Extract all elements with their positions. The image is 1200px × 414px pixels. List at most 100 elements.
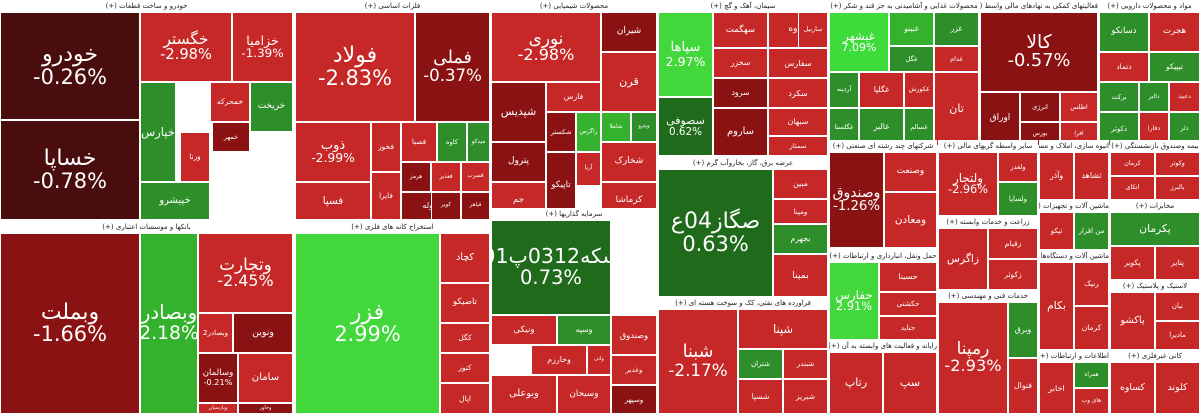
stock-tile[interactable]: پترول [491, 142, 546, 182]
stock-tile[interactable]: خپیشرو [140, 182, 210, 220]
stock-tile[interactable]: شسپا [738, 379, 783, 414]
stock-tile[interactable]: حفارس 2.91% [829, 262, 879, 340]
stock-tile[interactable]: شخارک [601, 142, 657, 182]
stock-tile[interactable]: وبوعلی [491, 375, 557, 414]
sector-title[interactable]: استخراج کانه های فلزی (+) [295, 221, 490, 233]
stock-tile[interactable]: خمحرکه [210, 82, 250, 122]
stock-tile[interactable]: وآذر [1039, 152, 1074, 200]
stock-tile[interactable]: وبملت -1.66% [0, 233, 140, 414]
stock-tile[interactable]: اوراق [980, 92, 1020, 146]
stock-tile[interactable]: حتاید [879, 316, 937, 340]
stock-tile[interactable]: مبین [773, 169, 828, 199]
stock-tile[interactable]: دعبید [1169, 82, 1200, 112]
stock-tile[interactable]: شبریز [783, 379, 828, 414]
stock-tile[interactable]: وخاور [238, 403, 293, 414]
stock-tile[interactable]: خریخت [250, 82, 293, 132]
stock-tile[interactable]: میدکو [467, 122, 490, 162]
stock-tile[interactable]: زاگرس [576, 112, 601, 152]
stock-tile[interactable]: سمتاز [768, 136, 828, 156]
stock-tile[interactable]: فخوز [371, 122, 401, 172]
stock-tile[interactable]: بالبرز [1155, 176, 1200, 200]
stock-tile[interactable]: فسرب [461, 162, 490, 192]
stock-tile[interactable]: ومپنا [773, 199, 828, 224]
stock-tile[interactable]: غگل [889, 46, 934, 72]
sector-title[interactable]: بانکها و موسسات اعتباری (+) [0, 221, 293, 233]
stock-tile[interactable]: وپارسیان [198, 403, 238, 414]
stock-tile[interactable]: غگلپا [859, 72, 904, 108]
stock-tile[interactable]: وسالمان -0.21% [198, 353, 238, 403]
stock-tile[interactable]: فنوال [1008, 358, 1038, 414]
stock-tile[interactable]: وصنعت [884, 152, 937, 192]
stock-tile[interactable]: وپترو [631, 112, 657, 142]
stock-tile[interactable]: بکام [1039, 262, 1074, 350]
stock-tile[interactable]: وبصادر2 [198, 313, 233, 353]
stock-tile[interactable]: بمپنا [773, 254, 828, 297]
sector-title[interactable]: سرمایه گذاریها (+) [491, 208, 657, 220]
stock-tile[interactable]: سپاها 2.97% [658, 12, 713, 97]
sector-title[interactable]: سیمان، آهک و گچ (+) [658, 0, 828, 12]
stock-tile[interactable]: صگاز04ع 0.63% [658, 169, 773, 297]
stock-tile[interactable]: فغدیر [431, 162, 461, 192]
sector-title[interactable]: فراورده های نفتی، کک و سوخت هسته ای (+) [658, 297, 828, 309]
stock-tile[interactable]: فارس [546, 82, 601, 112]
stock-tile[interactable]: وغدیر [611, 355, 657, 385]
stock-tile[interactable]: کاوه [437, 122, 467, 162]
stock-tile[interactable]: غبشهر 7.09% [829, 12, 889, 72]
stock-tile[interactable]: رنیک [1074, 262, 1109, 306]
stock-tile[interactable]: سبهان [768, 108, 828, 136]
stock-tile[interactable]: هجرت [1149, 12, 1200, 52]
sector-title[interactable]: محصولات غذایی و آشامیدنی به جز قند و شکر… [829, 0, 979, 12]
stock-tile[interactable]: سرود [713, 78, 768, 108]
stock-tile[interactable]: وصندوق [611, 315, 657, 355]
stock-tile[interactable]: شاملا [601, 112, 631, 142]
stock-tile[interactable]: سکه0312پ010.73% [491, 220, 611, 315]
sector-title[interactable]: بیمه وصندوق بازنشستگی (+) [1110, 140, 1200, 152]
stock-tile[interactable]: فملی -0.37% [415, 12, 490, 122]
stock-tile[interactable]: رتاپ [829, 352, 883, 414]
stock-tile[interactable]: دسانکو [1099, 12, 1149, 52]
sector-title[interactable]: سایر واسطه گریهای مالی (+) [938, 140, 1038, 152]
stock-tile[interactable]: زقیام [988, 228, 1038, 259]
stock-tile[interactable]: کلوند [1155, 362, 1200, 414]
stock-tile[interactable]: خپارس [140, 82, 176, 182]
stock-tile[interactable]: غگلستا [829, 108, 859, 146]
stock-tile[interactable]: زکوثر [988, 259, 1038, 290]
stock-tile[interactable]: وبصادر 2.18% [140, 233, 198, 414]
stock-tile[interactable]: شپنا [738, 309, 828, 349]
stock-tile[interactable]: فایرا [371, 172, 401, 220]
stock-tile[interactable]: وتجارت -2.45% [198, 233, 293, 313]
stock-tile[interactable]: زاگرس [938, 228, 988, 290]
stock-tile[interactable]: ومعادن [884, 192, 937, 248]
stock-tile[interactable]: رمپنا -2.93% [938, 302, 1008, 414]
stock-tile[interactable]: ساربيل [798, 12, 828, 48]
stock-tile[interactable]: خودرو -0.26% [0, 12, 140, 120]
stock-tile[interactable]: کگل [440, 323, 490, 353]
stock-tile[interactable]: برکت [1099, 82, 1139, 112]
stock-tile[interactable]: حکشتی [879, 292, 937, 316]
stock-tile[interactable]: حسینا [879, 262, 937, 292]
stock-tile[interactable]: خساپا -0.78% [0, 120, 140, 220]
stock-tile[interactable]: مادیرا [1155, 321, 1200, 350]
sector-title[interactable]: خدمات فنی و مهندسی (+) [938, 290, 1038, 302]
stock-tile[interactable]: تاصیکو [440, 283, 490, 323]
stock-tile[interactable]: وکوثر [1155, 152, 1200, 176]
stock-tile[interactable]: وسپهر [611, 385, 657, 414]
stock-tile[interactable]: خگستر -2.98% [140, 12, 232, 82]
stock-tile[interactable]: سکرد [768, 78, 828, 108]
stock-tile[interactable]: کچاد [440, 233, 490, 283]
stock-tile[interactable]: فیاهر [461, 192, 490, 220]
stock-tile[interactable]: وسپه [557, 315, 611, 345]
stock-tile[interactable]: سامان [238, 353, 293, 403]
stock-tile[interactable]: نیان [1155, 292, 1200, 321]
stock-tile[interactable]: تان [934, 72, 979, 146]
stock-tile[interactable]: ورنا [180, 132, 210, 182]
stock-tile[interactable]: من اقرار [1074, 212, 1109, 250]
stock-tile[interactable]: کویر [431, 192, 461, 220]
stock-tile[interactable]: وسبحان [557, 375, 611, 414]
sector-title[interactable]: محصولات شیمیایی (+) [491, 0, 657, 12]
stock-tile[interactable]: شیران [601, 12, 657, 52]
stock-tile[interactable]: نوری -2.98% [491, 12, 601, 82]
stock-tile[interactable]: غکورش [904, 72, 934, 108]
stock-tile[interactable]: پتایر [1155, 246, 1200, 280]
sector-title[interactable]: خودرو و ساخت قطعات (+) [0, 0, 293, 12]
